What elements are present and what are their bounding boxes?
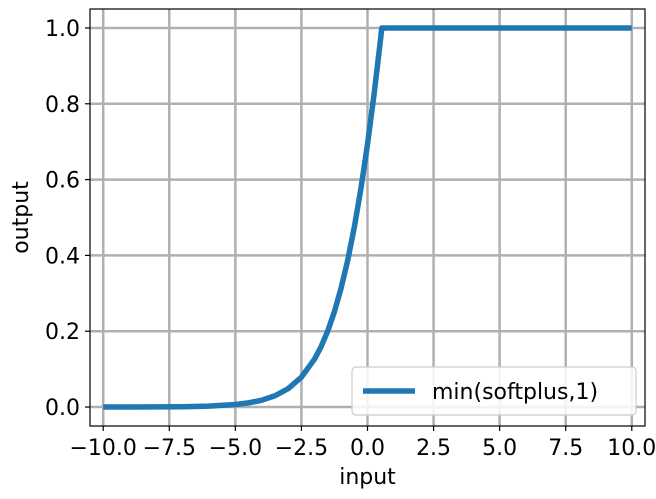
x-tick-label: −7.5 bbox=[143, 436, 196, 461]
x-tick-label: −10.0 bbox=[70, 436, 137, 461]
legend-entry-label: min(softplus,1) bbox=[432, 380, 598, 405]
series-line bbox=[103, 25, 632, 410]
legend-box bbox=[351, 366, 637, 416]
axes: −10.0 −7.5 −5.0 −2.5 0.0 2.5 5.0 7.5 10.0 0.0 0.2 0… bbox=[45, 8, 656, 461]
x-axis-label: input bbox=[339, 465, 396, 490]
legend: min(softplus,1) bbox=[351, 366, 637, 416]
x-tick-label: 10.0 bbox=[607, 436, 656, 461]
x-tick-label: −2.5 bbox=[275, 436, 328, 461]
x-tick-label: −5.0 bbox=[209, 436, 262, 461]
x-tick-label: 5.0 bbox=[482, 436, 517, 461]
y-tick-label: 0.6 bbox=[45, 169, 80, 194]
y-tick-label: 0.8 bbox=[45, 93, 80, 118]
plot-area bbox=[103, 25, 632, 410]
y-axis-label: output bbox=[9, 181, 34, 254]
y-tick-label: 0.4 bbox=[45, 244, 80, 269]
y-tick-label: 1.0 bbox=[45, 17, 80, 42]
x-tick-label: 7.5 bbox=[548, 436, 583, 461]
y-tick-label: 0.0 bbox=[45, 396, 80, 421]
grid bbox=[90, 9, 645, 426]
x-tick-label: 2.5 bbox=[416, 436, 451, 461]
y-tick-label: 0.2 bbox=[45, 320, 80, 345]
x-tick-label: 0.0 bbox=[350, 436, 385, 461]
